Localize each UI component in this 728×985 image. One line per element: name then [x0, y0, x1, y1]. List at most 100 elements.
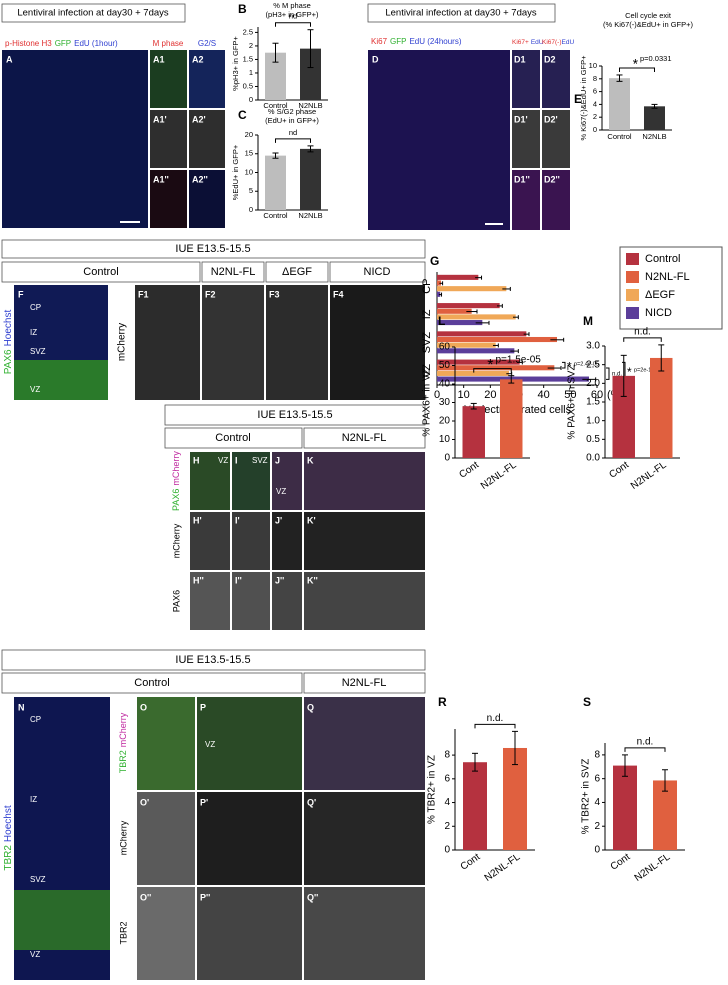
- header: IUE E13.5-15.5: [257, 409, 332, 421]
- x-tick-label: Cont: [457, 459, 481, 480]
- bar: [437, 376, 589, 382]
- x-tick-label: N2NL-FL: [479, 459, 519, 492]
- micrograph-layer: [14, 890, 110, 950]
- y-tick-label: 60: [439, 342, 451, 353]
- legend-swatch: [626, 271, 639, 283]
- panel-letter: S: [583, 695, 591, 709]
- panel-letter: D1': [514, 114, 528, 124]
- bar: [437, 320, 483, 326]
- stain: mCherry: [171, 451, 181, 486]
- micrograph: [190, 452, 230, 510]
- micrograph: [189, 50, 225, 108]
- group-box: [1, 261, 201, 283]
- header-box: [1, 649, 426, 671]
- micrograph: [304, 697, 425, 790]
- bar: [437, 348, 515, 354]
- bar: [653, 780, 677, 850]
- stain: Ki67+: [512, 39, 529, 46]
- row-label: PAX6 mCherry: [171, 451, 181, 511]
- bracket: [275, 138, 311, 143]
- bar: [500, 379, 523, 458]
- bracket: [473, 368, 512, 373]
- y-axis-title: % PAX6+ in SVZ: [567, 364, 578, 439]
- zone-label: VZ: [30, 950, 40, 959]
- panel-letter: C: [238, 108, 247, 122]
- micrograph: [135, 285, 200, 400]
- x-tick-label: 50: [564, 389, 576, 401]
- stain: mCherry: [118, 712, 128, 747]
- stain: Ki67(-): [542, 39, 562, 46]
- row-label: mCherry: [118, 820, 128, 855]
- micrograph: [542, 50, 570, 108]
- x-tick-label: Cont: [609, 851, 633, 872]
- legend-label: ΔEGF: [645, 289, 675, 301]
- header: IUE E13.5-15.5: [175, 654, 250, 666]
- chart-title: Cell cycle exit: [625, 11, 672, 20]
- star: *: [627, 365, 632, 379]
- micrograph: [330, 285, 425, 400]
- bar: [437, 365, 555, 371]
- micrograph: [137, 697, 195, 790]
- stain: GFP: [55, 39, 71, 48]
- panel-letter: I'': [235, 575, 242, 585]
- y-tick-label: 2: [249, 41, 253, 50]
- bracket: [562, 361, 566, 369]
- x-tick-label: Control: [263, 101, 288, 110]
- panel-letter: R: [438, 695, 447, 709]
- row-label: TBR2 mCherry: [118, 712, 128, 773]
- y-tick-label: 4: [444, 797, 450, 808]
- y-tick-label: 0.0: [586, 453, 600, 464]
- panel-letter: D2: [544, 54, 556, 64]
- y-tick-label: 4: [594, 797, 600, 808]
- bracket: [474, 723, 516, 729]
- legend-swatch: [626, 289, 639, 301]
- bar: [609, 78, 630, 130]
- y-tick-label: 20: [439, 416, 451, 427]
- micrograph: [512, 170, 540, 230]
- x-tick-label: 0: [434, 389, 440, 401]
- annotation: n.d.: [634, 327, 651, 338]
- group-label: Control: [83, 266, 118, 278]
- zone-label: IZ: [30, 795, 37, 804]
- micrograph: [304, 452, 425, 510]
- micrograph: [150, 170, 187, 228]
- annotation: p=2.4e-05: [574, 362, 599, 368]
- bar: [437, 314, 516, 320]
- y-axis-title: %EdU+ in GFP+: [231, 144, 240, 200]
- y-tick-label: 0: [444, 453, 450, 464]
- stain: GFP: [390, 37, 406, 46]
- stain: EdU (1hour): [74, 39, 118, 48]
- chart-title: (% Ki67(-)&EdU+ in GFP+): [603, 20, 694, 29]
- y-tick-label: 2: [594, 821, 600, 832]
- panel-letter: M: [583, 314, 593, 328]
- bar: [437, 331, 527, 337]
- y-axis-title: %pH3+ in GFP+: [231, 36, 240, 91]
- x-tick-label: N2NLB: [642, 132, 666, 141]
- panel-letter: D1: [514, 54, 526, 64]
- bar: [437, 286, 507, 292]
- panel-letter: F3: [269, 289, 280, 299]
- zone-label: SVZ: [30, 875, 46, 884]
- panel-letter: J: [275, 455, 280, 465]
- stain: p-Histone H3: [5, 39, 52, 48]
- micrograph: [542, 110, 570, 168]
- micrograph: [190, 572, 230, 630]
- annotation: nd: [289, 12, 297, 21]
- stain: Hoechst: [3, 805, 14, 842]
- y-tick-label: 0.5: [243, 81, 253, 90]
- x-tick-label: N2NL-FL: [483, 851, 523, 884]
- y-tick-label: CP: [421, 278, 433, 293]
- stain-label: PAX6 Hoechst: [3, 310, 14, 375]
- x-tick-label: Cont: [607, 459, 631, 480]
- bar: [613, 765, 637, 850]
- chart-title: % M phase: [273, 1, 311, 10]
- sub-label: Ki67(-)EdU: [542, 39, 574, 46]
- zone-label: CP: [30, 715, 41, 724]
- micrograph: [304, 887, 425, 980]
- panel-letter: J'': [275, 575, 284, 585]
- bar: [437, 336, 557, 343]
- panel-letter: F2: [205, 289, 216, 299]
- stain-label: TBR2 Hoechst: [3, 805, 14, 870]
- x-tick-label: N2NLB: [298, 211, 322, 220]
- stain: PAX6: [171, 489, 181, 511]
